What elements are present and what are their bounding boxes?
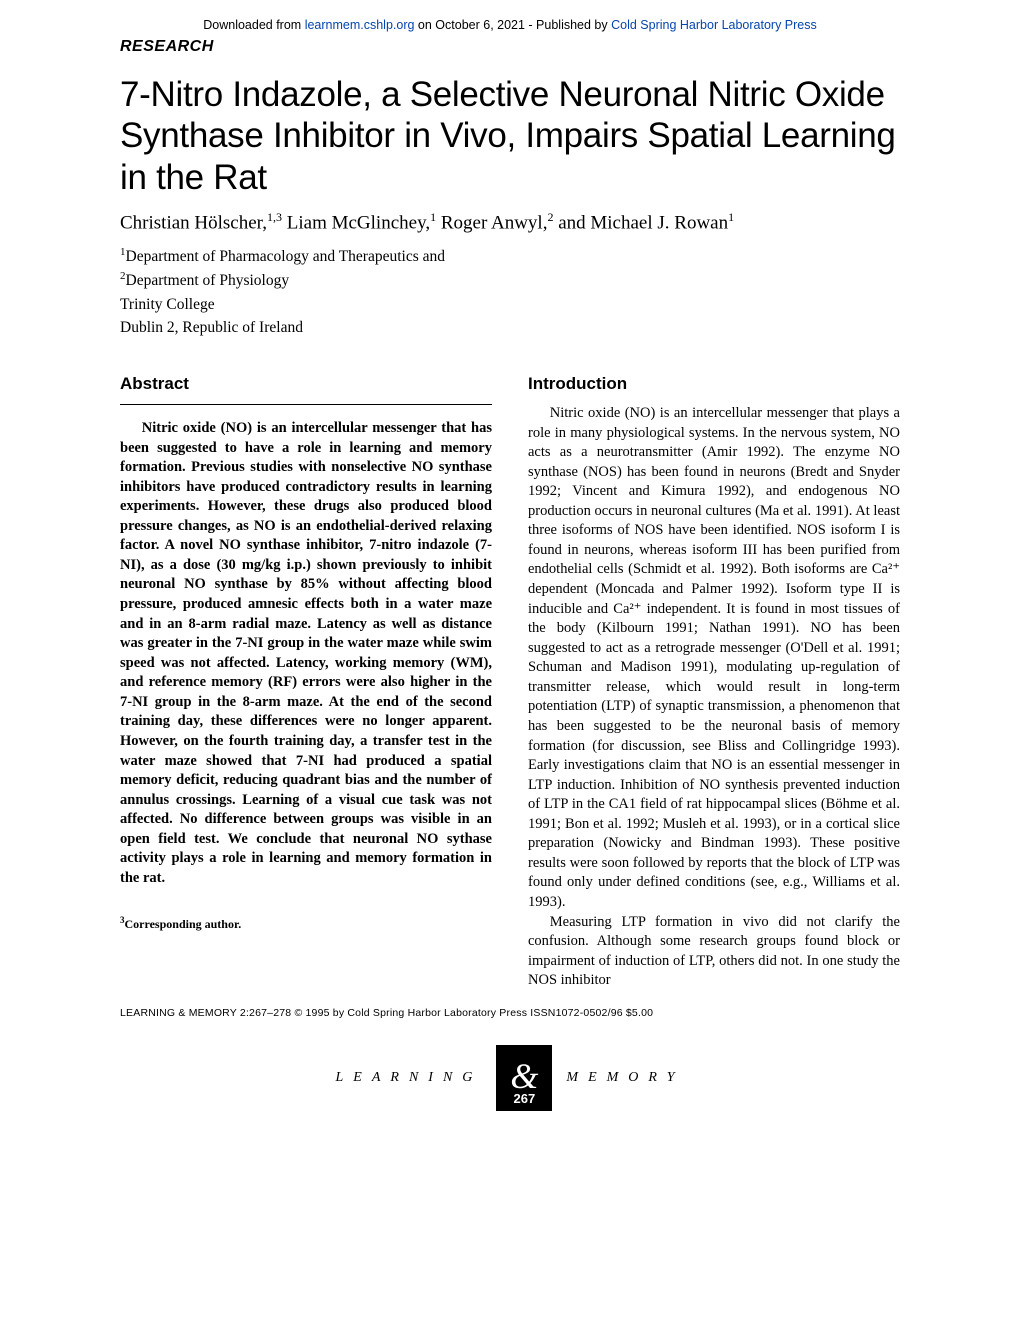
ampersand-badge: & 267 [496, 1045, 552, 1111]
download-mid: on October 6, 2021 - Published by [414, 18, 611, 32]
page-number: 267 [514, 1091, 536, 1106]
section-label: RESEARCH [120, 38, 900, 56]
affiliation-3: Trinity College [120, 293, 900, 316]
right-column: Introduction Nitric oxide (NO) is an int… [528, 373, 900, 991]
ampersand-icon: & [510, 1058, 538, 1094]
footer-right-text: MEMORY [566, 1070, 684, 1086]
intro-para-1: Nitric oxide (NO) is an intercellular me… [528, 404, 900, 913]
affiliation-2: Department of Physiology [126, 272, 290, 289]
citation-line: LEARNING & MEMORY 2:267–278 © 1995 by Co… [120, 1007, 900, 1019]
article-title: 7-Nitro Indazole, a Selective Neuronal N… [120, 74, 900, 198]
abstract-body: Nitric oxide (NO) is an intercellular me… [120, 419, 492, 889]
affiliations: 1Department of Pharmacology and Therapeu… [120, 244, 900, 339]
footer-left-text: LEARNING [336, 1070, 483, 1086]
intro-para-2: Measuring LTP formation in vivo did not … [528, 913, 900, 991]
left-column: Abstract Nitric oxide (NO) is an interce… [120, 373, 492, 991]
download-notice: Downloaded from learnmem.cshlp.org on Oc… [120, 18, 900, 32]
corresponding-text: Corresponding author. [125, 917, 242, 931]
introduction-heading: Introduction [528, 373, 900, 396]
journal-footer: LEARNING & 267 MEMORY [120, 1045, 900, 1111]
authors-line: Christian Hölscher,1,3 Liam McGlinchey,1… [120, 208, 900, 238]
two-column-layout: Abstract Nitric oxide (NO) is an interce… [120, 373, 900, 991]
download-source-link[interactable]: learnmem.cshlp.org [305, 18, 415, 32]
publisher-link[interactable]: Cold Spring Harbor Laboratory Press [611, 18, 817, 32]
affiliation-4: Dublin 2, Republic of Ireland [120, 316, 900, 339]
abstract-heading: Abstract [120, 373, 492, 396]
affiliation-1: Department of Pharmacology and Therapeut… [126, 248, 446, 265]
download-prefix: Downloaded from [203, 18, 304, 32]
abstract-paragraph: Nitric oxide (NO) is an intercellular me… [120, 419, 492, 889]
introduction-body: Nitric oxide (NO) is an intercellular me… [528, 404, 900, 991]
abstract-divider [120, 404, 492, 405]
corresponding-author: 3Corresponding author. [120, 914, 492, 932]
